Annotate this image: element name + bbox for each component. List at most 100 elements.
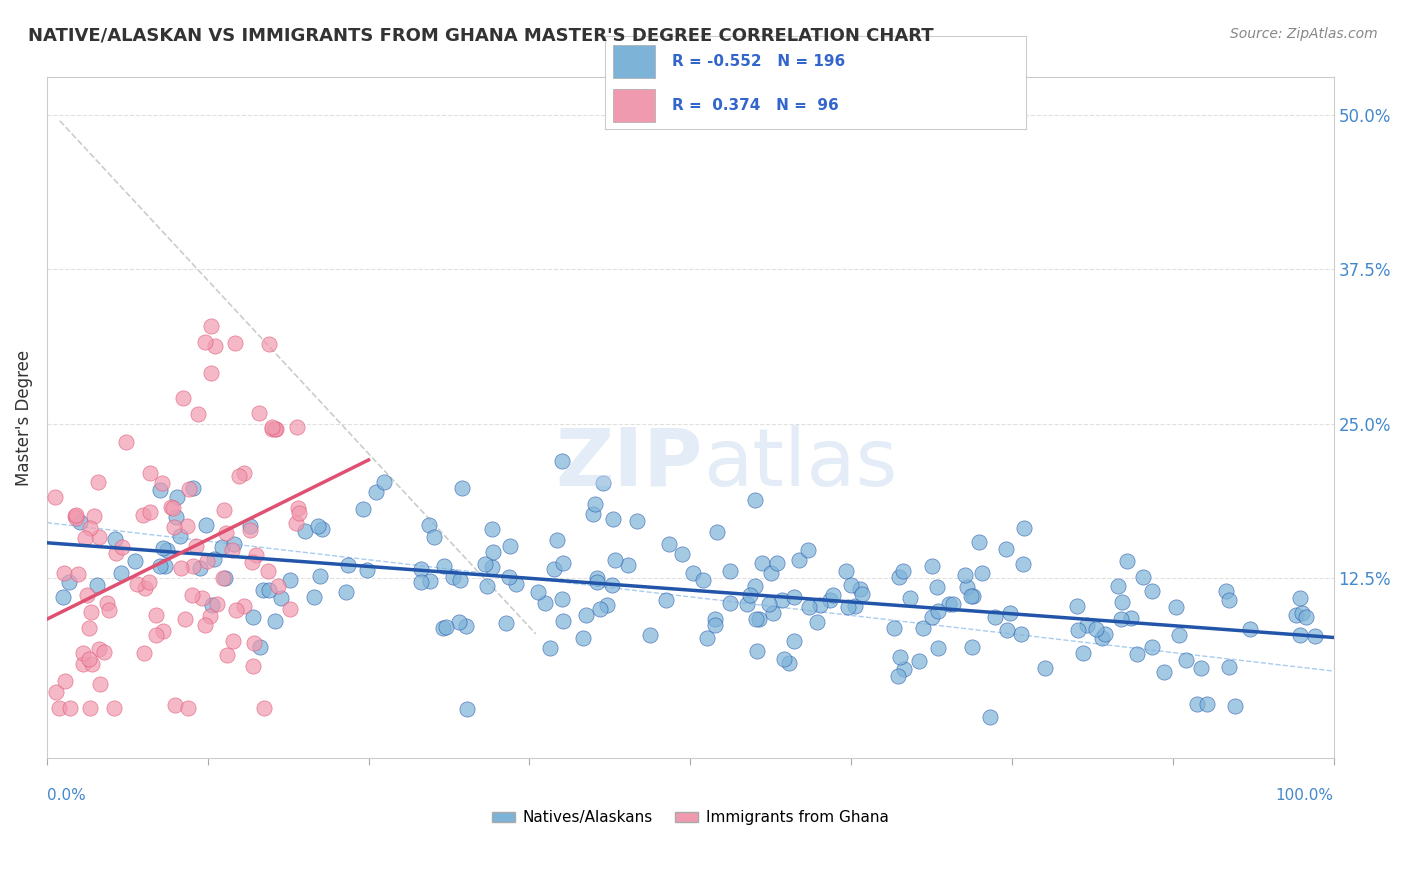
- Point: [139, 505, 162, 519]
- Point: [434, 620, 457, 634]
- Point: [1175, 653, 1198, 667]
- Point: [1109, 612, 1132, 626]
- Point: [233, 466, 256, 480]
- Point: [242, 610, 264, 624]
- Point: [65, 508, 87, 522]
- Point: [900, 591, 922, 605]
- Point: [574, 607, 596, 622]
- Point: [921, 610, 943, 624]
- Point: [264, 422, 287, 436]
- Point: [925, 580, 948, 594]
- Point: [80, 657, 103, 672]
- Point: [66, 566, 89, 581]
- Point: [294, 524, 316, 539]
- Point: [336, 558, 359, 572]
- Point: [735, 598, 758, 612]
- Point: [692, 574, 714, 588]
- Point: [194, 618, 217, 632]
- Point: [808, 598, 831, 612]
- Point: [551, 557, 574, 571]
- Point: [181, 588, 204, 602]
- Point: [718, 596, 741, 610]
- Point: [200, 318, 222, 333]
- Point: [1071, 646, 1094, 660]
- Point: [883, 621, 905, 635]
- Point: [124, 553, 146, 567]
- Point: [1168, 628, 1191, 642]
- Point: [284, 516, 307, 531]
- Point: [770, 593, 793, 607]
- Point: [204, 339, 226, 353]
- Point: [194, 334, 217, 349]
- Point: [55, 674, 77, 689]
- Point: [495, 615, 517, 630]
- Point: [111, 540, 134, 554]
- Point: [970, 566, 993, 580]
- Point: [278, 573, 301, 587]
- Point: [87, 475, 110, 489]
- Point: [264, 614, 287, 628]
- Point: [264, 422, 287, 436]
- Point: [77, 651, 100, 665]
- Point: [718, 564, 741, 578]
- Point: [48, 701, 70, 715]
- Point: [927, 640, 949, 655]
- Point: [145, 628, 167, 642]
- Point: [758, 598, 780, 612]
- Point: [110, 566, 132, 580]
- Point: [1119, 610, 1142, 624]
- Point: [87, 530, 110, 544]
- Point: [1126, 648, 1149, 662]
- Point: [766, 556, 789, 570]
- Point: [174, 612, 197, 626]
- Point: [744, 579, 766, 593]
- Point: [589, 601, 612, 615]
- Point: [239, 523, 262, 537]
- Point: [188, 561, 211, 575]
- Point: [103, 701, 125, 715]
- Point: [907, 654, 929, 668]
- Point: [75, 531, 97, 545]
- Point: [114, 435, 136, 450]
- Point: [224, 336, 246, 351]
- Point: [335, 585, 357, 599]
- Point: [125, 576, 148, 591]
- Point: [86, 578, 108, 592]
- Point: [93, 644, 115, 658]
- Point: [851, 587, 873, 601]
- Point: [887, 668, 910, 682]
- Point: [1107, 579, 1129, 593]
- Point: [1218, 593, 1240, 607]
- Point: [959, 590, 981, 604]
- Point: [638, 628, 661, 642]
- Point: [1066, 599, 1088, 613]
- Point: [418, 517, 440, 532]
- Point: [481, 559, 503, 574]
- Point: [553, 614, 575, 628]
- Point: [200, 367, 222, 381]
- Point: [456, 701, 478, 715]
- Point: [585, 571, 607, 585]
- Point: [796, 543, 818, 558]
- Point: [221, 543, 243, 558]
- Point: [475, 578, 498, 592]
- Point: [243, 635, 266, 649]
- Point: [783, 590, 806, 604]
- Point: [762, 606, 785, 620]
- Point: [572, 632, 595, 646]
- Point: [139, 467, 162, 481]
- Point: [844, 599, 866, 613]
- Point: [228, 468, 250, 483]
- Point: [1091, 631, 1114, 645]
- Point: [1140, 640, 1163, 654]
- Point: [891, 564, 914, 578]
- Point: [214, 525, 236, 540]
- Point: [1303, 629, 1326, 643]
- FancyBboxPatch shape: [613, 89, 655, 122]
- Point: [1153, 665, 1175, 680]
- Text: 100.0%: 100.0%: [1275, 789, 1333, 803]
- Point: [53, 566, 76, 581]
- Point: [423, 530, 446, 544]
- Point: [222, 633, 245, 648]
- Point: [307, 518, 329, 533]
